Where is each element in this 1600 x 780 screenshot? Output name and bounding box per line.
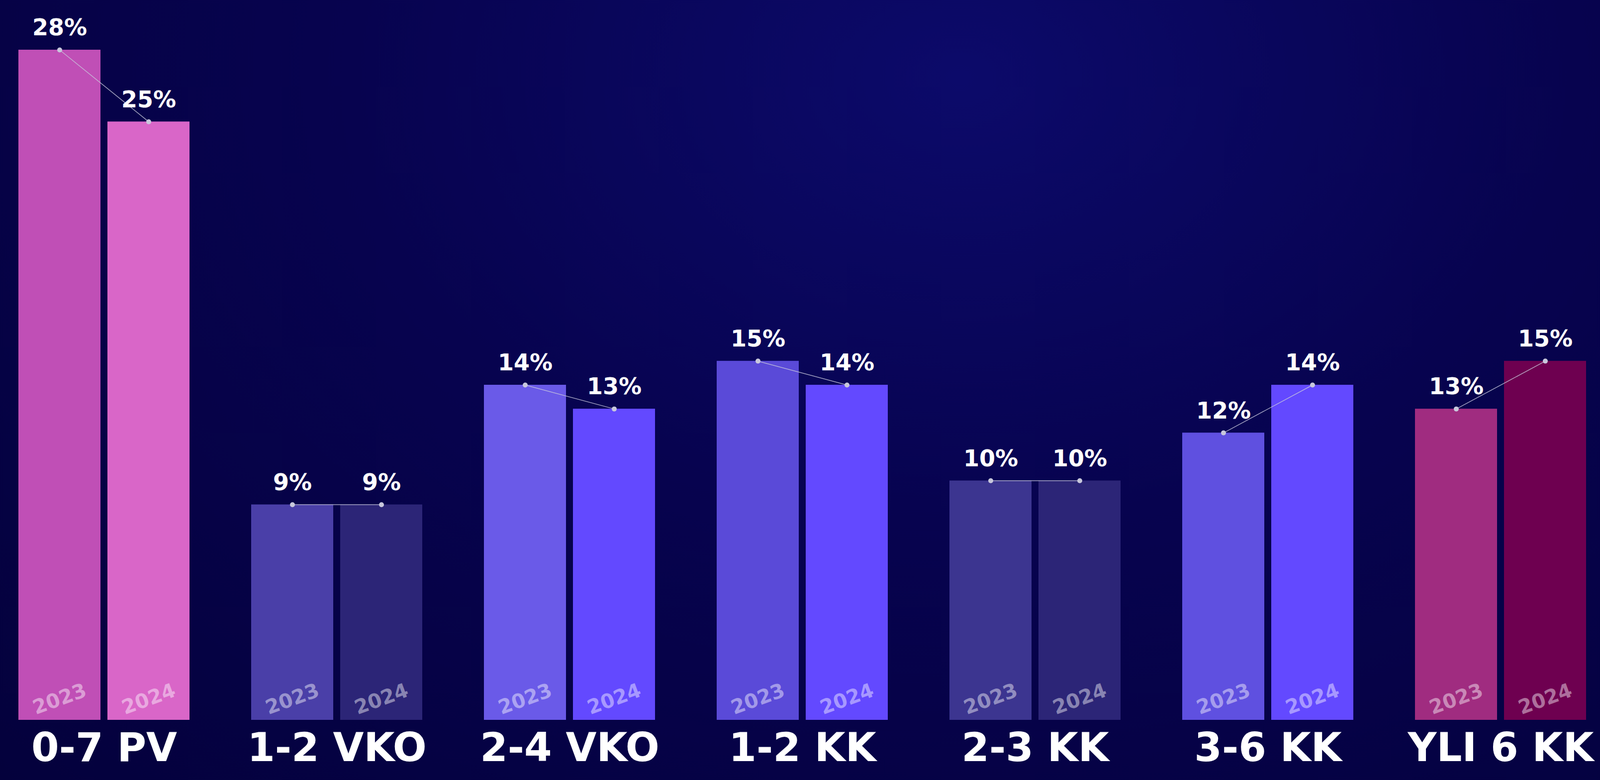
svg-text:2024: 2024	[118, 678, 179, 720]
svg-text:2-4 VKO: 2-4 VKO	[479, 724, 660, 771]
svg-text:25%: 25%	[121, 86, 177, 113]
svg-text:2023: 2023	[29, 678, 90, 720]
svg-text:28%: 28%	[32, 13, 88, 41]
svg-text:14%: 14%	[1285, 349, 1340, 377]
svg-text:10%: 10%	[963, 445, 1019, 472]
svg-text:2024: 2024	[351, 678, 411, 720]
svg-text:2023: 2023	[262, 678, 322, 720]
svg-text:9%: 9%	[273, 469, 312, 496]
svg-text:13%: 13%	[586, 373, 642, 400]
svg-text:2023: 2023	[1425, 678, 1486, 720]
svg-text:9%: 9%	[362, 469, 401, 496]
svg-text:2023: 2023	[1193, 678, 1253, 720]
svg-text:15%: 15%	[1517, 325, 1573, 353]
svg-text:15%: 15%	[730, 325, 786, 353]
svg-text:14%: 14%	[819, 349, 875, 377]
svg-text:13%: 13%	[1428, 373, 1484, 400]
svg-text:1-2 VKO: 1-2 VKO	[247, 724, 427, 771]
svg-text:2023: 2023	[494, 678, 555, 720]
svg-text:2023: 2023	[727, 678, 788, 720]
svg-text:2-3 KK: 2-3 KK	[961, 724, 1111, 771]
svg-text:YLI 6 KK: YLI 6 KK	[1407, 724, 1596, 771]
svg-text:2024: 2024	[1282, 678, 1342, 720]
svg-text:2024: 2024	[816, 678, 877, 720]
svg-text:2024: 2024	[1049, 678, 1110, 720]
svg-text:12%: 12%	[1196, 397, 1251, 425]
svg-text:2023: 2023	[960, 678, 1021, 720]
svg-text:3-6 KK: 3-6 KK	[1194, 724, 1343, 771]
svg-text:2024: 2024	[583, 678, 644, 720]
svg-text:14%: 14%	[497, 349, 553, 377]
svg-text:2024: 2024	[1514, 678, 1575, 720]
svg-text:1-2 KK: 1-2 KK	[728, 724, 878, 771]
svg-text:0-7 PV: 0-7 PV	[31, 724, 178, 771]
svg-text:10%: 10%	[1052, 445, 1108, 472]
